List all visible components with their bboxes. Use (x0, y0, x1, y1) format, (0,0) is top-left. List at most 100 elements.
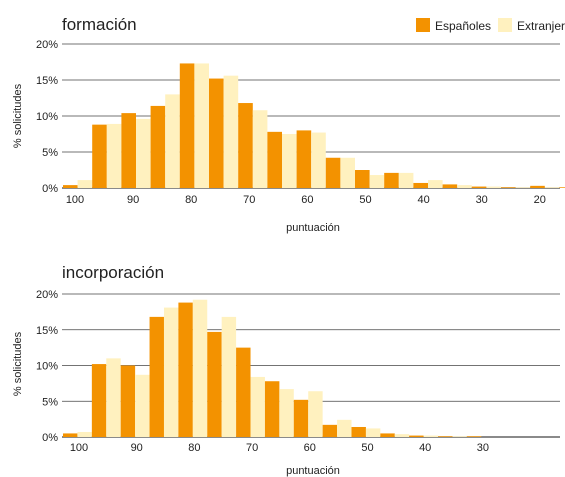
bar-espanoles (442, 184, 458, 188)
bar-extranjeros (457, 185, 472, 188)
bar-extranjeros (337, 419, 352, 437)
y-ticks: 0% 5% 10% 15% 20% (36, 289, 58, 444)
bar-extranjeros (223, 75, 239, 188)
legend-label-espanoles: Españoles (435, 19, 491, 33)
x-tick-label: 40 (417, 194, 429, 206)
legend-label-extranjeros: Extranjeros (517, 19, 565, 33)
y-axis-label: % solicitudes (12, 83, 24, 148)
chart-title: incorporación (62, 263, 164, 282)
bar-espanoles (91, 364, 107, 437)
bar-extranjeros (106, 358, 121, 437)
bar-espanoles (149, 316, 164, 437)
bars (63, 63, 565, 188)
bar-extranjeros (192, 299, 208, 437)
x-tick-label: 70 (243, 194, 255, 206)
legend-swatch-espanoles (416, 18, 430, 32)
bar-espanoles (120, 365, 136, 437)
bar-espanoles (63, 433, 78, 437)
bar-extranjeros (515, 187, 531, 188)
bar-espanoles (380, 433, 395, 437)
bar-extranjeros (250, 376, 265, 437)
y-tick-label: 20% (36, 289, 58, 301)
y-tick-label: 20% (36, 39, 58, 51)
bar-espanoles (178, 302, 193, 437)
bar-extranjeros (163, 307, 179, 437)
bar-espanoles (438, 436, 453, 437)
bar-extranjeros (544, 187, 560, 188)
bar-espanoles (121, 113, 136, 188)
bar-extranjeros (369, 175, 385, 188)
bar-espanoles (293, 399, 309, 437)
bar-espanoles (530, 185, 545, 188)
x-tick-label: 30 (476, 194, 488, 206)
bar-espanoles (179, 63, 195, 188)
bar-espanoles (296, 130, 312, 188)
bar-espanoles (413, 182, 428, 188)
bar-extranjeros (135, 374, 150, 437)
bar-espanoles (63, 185, 78, 188)
y-axis-label: % solicitudes (12, 331, 24, 396)
bar-extranjeros (279, 389, 294, 437)
x-tick-label: 50 (361, 442, 373, 454)
x-tick-label: 40 (419, 442, 431, 454)
bar-espanoles (92, 124, 107, 188)
x-axis-label: puntuación (286, 465, 340, 477)
y-tick-label: 5% (42, 396, 58, 408)
x-tick-label: 90 (127, 194, 139, 206)
x-axis-label: puntuación (286, 222, 340, 234)
x-tick-label: 50 (359, 194, 371, 206)
bar-espanoles (267, 131, 282, 188)
bar-espanoles (471, 186, 487, 188)
x-ticks: 100 90 80 70 60 50 40 30 (70, 442, 489, 454)
x-tick-label: 90 (131, 442, 143, 454)
x-tick-label: 100 (66, 194, 84, 206)
y-tick-label: 0% (42, 432, 58, 444)
legend: Españoles Extranjeros (416, 18, 565, 33)
x-tick-label: 30 (477, 442, 489, 454)
y-ticks: 0% 5% 10% 15% 20% (36, 39, 58, 195)
bar-espanoles (264, 381, 280, 437)
bar-extranjeros (282, 134, 297, 188)
bars (63, 299, 482, 437)
bar-extranjeros (77, 180, 93, 188)
x-tick-label: 70 (246, 442, 258, 454)
bar-extranjeros (452, 436, 467, 437)
chart-panel-incorporacion: incorporación % solicitudes 0% 5% 10% 15% 20… (12, 263, 560, 477)
bar-espanoles (409, 435, 424, 437)
bar-extranjeros (423, 435, 439, 437)
bar-espanoles (355, 170, 370, 188)
chart-panel-formacion: formación % solicitudes 0% 5% 10% 15% 20% 10… (12, 15, 565, 234)
bar-extranjeros (340, 157, 355, 188)
bar-espanoles (466, 436, 482, 437)
bar-extranjeros (136, 118, 151, 188)
x-tick-label: 80 (185, 194, 197, 206)
x-tick-label: 60 (301, 194, 313, 206)
y-tick-label: 0% (42, 183, 58, 195)
bar-espanoles (559, 187, 565, 188)
bar-extranjeros (194, 63, 209, 188)
bar-espanoles (207, 331, 222, 437)
bar-espanoles (209, 78, 224, 188)
bar-espanoles (351, 426, 366, 437)
bar-espanoles (501, 187, 516, 188)
x-tick-label: 100 (70, 442, 88, 454)
bar-extranjeros (165, 94, 180, 188)
y-tick-label: 10% (36, 361, 58, 373)
y-tick-label: 5% (42, 147, 58, 159)
bar-espanoles (236, 347, 251, 437)
y-tick-label: 10% (36, 111, 58, 123)
x-tick-label: 80 (188, 442, 200, 454)
y-tick-label: 15% (36, 325, 58, 337)
bar-espanoles (322, 424, 338, 437)
bar-extranjeros (394, 434, 410, 437)
bar-extranjeros (311, 132, 326, 188)
bar-extranjeros (308, 391, 323, 437)
bar-extranjeros (106, 123, 122, 188)
bar-extranjeros (221, 316, 237, 437)
chart-title: formación (62, 15, 137, 34)
bar-espanoles (150, 105, 166, 188)
bar-extranjeros (398, 172, 414, 188)
bar-espanoles (325, 157, 341, 188)
bar-extranjeros (77, 431, 92, 437)
